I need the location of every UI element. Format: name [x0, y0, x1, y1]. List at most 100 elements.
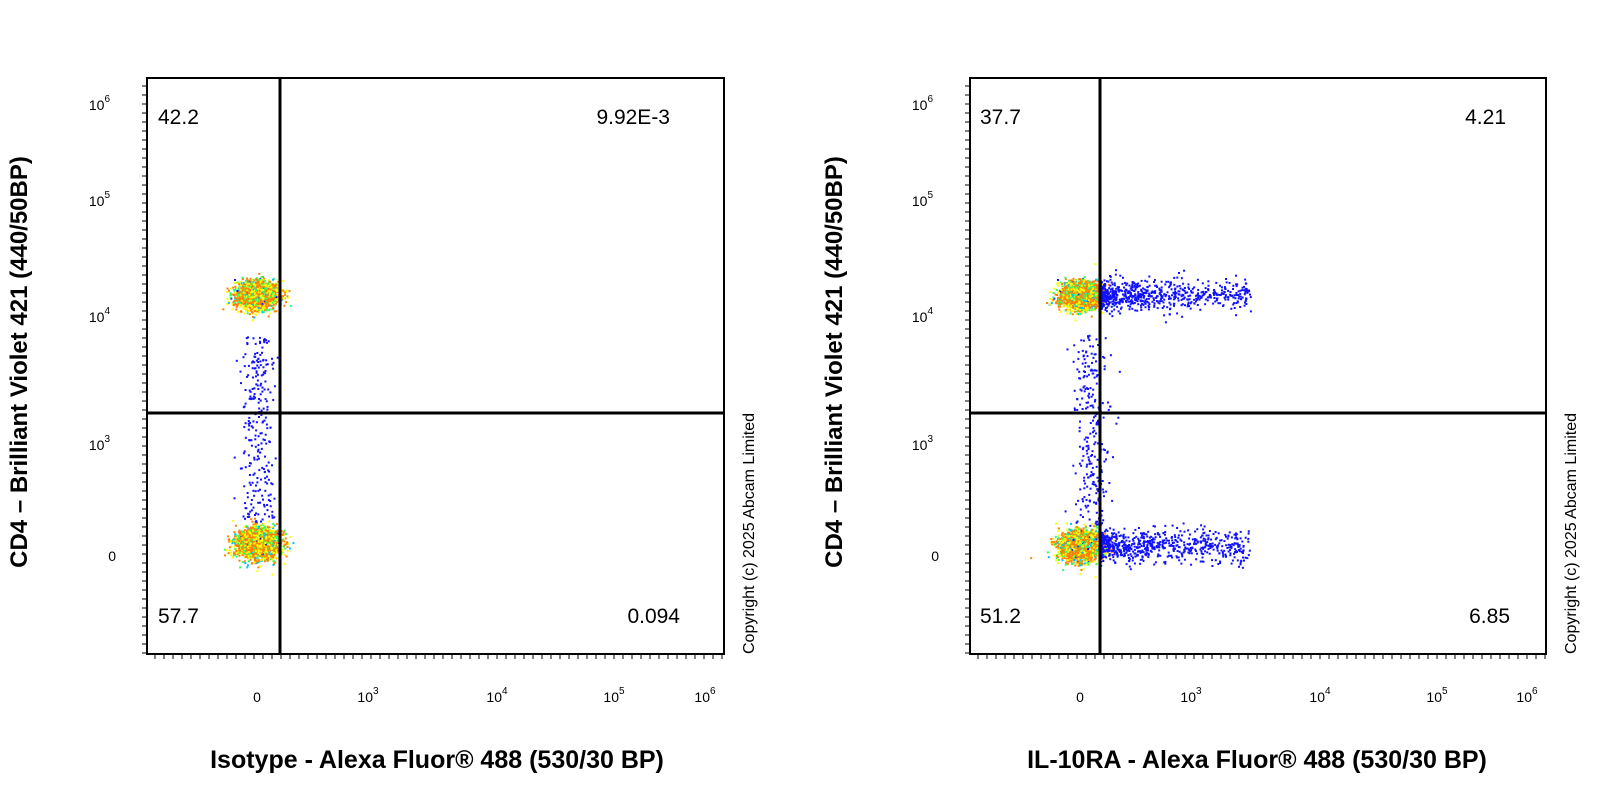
event-dot — [254, 514, 256, 516]
event-dot — [227, 302, 230, 305]
event-dot — [283, 291, 286, 294]
event-dot — [259, 280, 262, 283]
event-dot — [251, 367, 254, 370]
event-dot — [252, 312, 255, 315]
event-dot — [250, 291, 253, 294]
event-dot — [260, 447, 263, 450]
event-dot — [237, 293, 239, 296]
event-dot — [258, 416, 260, 418]
event-dot — [253, 456, 256, 459]
event-dot — [266, 363, 269, 366]
event-dot — [268, 440, 271, 443]
event-dot — [249, 309, 252, 312]
event-dot — [258, 290, 261, 293]
event-dot — [264, 477, 267, 480]
event-dot — [275, 523, 278, 526]
event-dot — [259, 360, 262, 363]
event-dot — [267, 284, 270, 287]
event-dot — [261, 518, 264, 521]
event-dot — [274, 299, 277, 302]
event-dot — [246, 307, 249, 310]
event-dot — [264, 299, 267, 302]
event-dot — [234, 287, 237, 290]
event-dot — [262, 523, 265, 526]
event-dot — [264, 433, 267, 436]
event-dot — [286, 545, 289, 548]
event-dot — [227, 535, 230, 538]
event-dot — [239, 302, 241, 305]
event-dot — [265, 359, 268, 362]
event-dot — [263, 339, 265, 342]
event-dot — [232, 556, 235, 559]
event-dot — [289, 305, 292, 307]
event-dot — [274, 561, 277, 564]
event-dot — [236, 294, 239, 297]
event-dot — [243, 525, 246, 528]
event-dot — [259, 353, 262, 356]
y-axis-label: CD4 – Brilliant Violet 421 (440/50BP) — [6, 156, 33, 568]
event-dot — [260, 304, 263, 307]
event-dot — [244, 422, 247, 425]
event-dot — [286, 550, 289, 553]
plot-panel-isotype: CD4 – Brilliant Violet 421 (440/50BP) 42… — [6, 77, 758, 774]
event-dot — [241, 554, 244, 556]
event-dot — [231, 293, 234, 296]
event-dot — [265, 400, 268, 403]
event-dot — [255, 484, 257, 487]
event-dot — [271, 295, 274, 298]
event-dot — [249, 535, 252, 538]
event-dot — [259, 451, 261, 454]
event-dot — [254, 342, 257, 345]
event-dot — [285, 542, 288, 545]
event-dot — [252, 315, 255, 318]
event-dot — [285, 555, 288, 558]
event-dot — [260, 409, 263, 412]
event-dot — [276, 282, 278, 285]
event-dot — [261, 390, 264, 393]
event-dot — [254, 367, 257, 370]
event-dot — [232, 289, 235, 291]
event-dot — [227, 538, 230, 541]
event-dot — [240, 542, 243, 545]
event-dot — [256, 455, 259, 458]
event-dot — [232, 301, 235, 304]
event-dot — [248, 397, 251, 400]
event-dot — [250, 310, 253, 313]
event-dot — [284, 547, 287, 550]
event-dot — [244, 279, 247, 282]
event-dot — [259, 364, 262, 367]
event-dot — [230, 551, 233, 554]
event-dot — [249, 529, 252, 532]
event-dot — [243, 285, 246, 288]
event-dot — [252, 308, 255, 311]
event-dot — [255, 278, 258, 281]
event-dot — [232, 520, 235, 522]
event-dot — [261, 346, 264, 349]
event-dot — [260, 442, 263, 445]
event-dot — [254, 445, 257, 448]
event-dot — [250, 282, 253, 285]
event-dot — [245, 551, 248, 554]
event-dot — [263, 341, 266, 344]
event-dot — [233, 531, 236, 534]
event-dot — [246, 375, 249, 378]
event-dot — [245, 309, 248, 312]
event-dot — [271, 357, 273, 360]
event-dot — [244, 533, 246, 536]
event-dot — [268, 520, 271, 523]
event-dot — [271, 516, 274, 519]
event-dot — [247, 555, 250, 558]
event-dot — [268, 309, 271, 312]
event-dot — [270, 305, 273, 308]
event-dot — [238, 551, 241, 554]
event-dot — [283, 297, 286, 300]
event-dot — [242, 291, 245, 294]
event-dot — [283, 540, 286, 543]
event-dot — [246, 496, 249, 499]
event-dot — [249, 526, 252, 529]
event-dot — [247, 305, 250, 307]
event-dot — [267, 315, 270, 318]
event-dot — [244, 502, 246, 505]
event-dot — [253, 494, 256, 497]
event-dot — [267, 494, 270, 497]
